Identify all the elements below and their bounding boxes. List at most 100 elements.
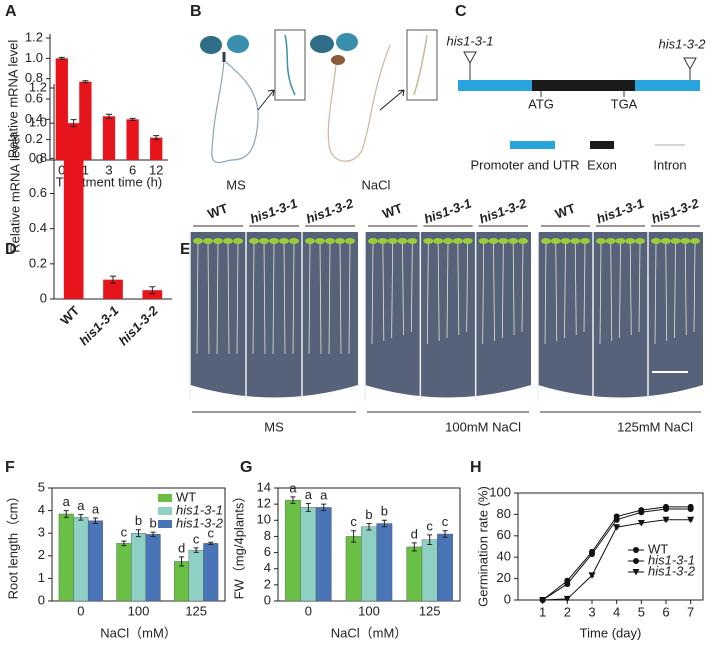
root — [493, 243, 495, 342]
cotyledon — [233, 238, 243, 244]
root — [437, 243, 440, 342]
x-tick-label: 1 — [82, 162, 89, 177]
cotyledon — [478, 238, 489, 244]
error-bar — [366, 523, 372, 531]
error-bar — [193, 547, 199, 553]
y-tick-label: 0.2 — [29, 255, 47, 270]
x-tick-label: his1-3-2 — [116, 302, 162, 348]
seedling-ms — [200, 29, 306, 164]
cotyledon — [570, 238, 581, 244]
bar — [116, 543, 132, 602]
cotyledon — [223, 238, 233, 244]
y-axis-title: Germination rate (%) — [475, 486, 490, 607]
plate-photo — [189, 232, 703, 400]
codon-label: ATG — [528, 96, 554, 111]
allele-label: his1-3-1 — [447, 33, 494, 48]
cotyledon — [443, 238, 453, 244]
cotyledon — [335, 238, 345, 244]
significance-letter: d — [178, 540, 185, 555]
cotyledon — [488, 238, 499, 244]
error-bar — [427, 534, 433, 545]
bar — [130, 533, 147, 602]
marker — [633, 558, 639, 564]
y-tick-label: 0 — [504, 591, 511, 606]
root — [263, 243, 266, 355]
significance-letter: a — [63, 494, 71, 509]
genotype-label: his1-3-2 — [304, 195, 356, 226]
cotyledon — [397, 238, 408, 244]
panel-label: A — [5, 3, 17, 20]
significance-letter: b — [149, 516, 156, 531]
y-tick-label: 80 — [497, 506, 511, 521]
allele-label: his1-3-2 — [659, 36, 707, 51]
error-bar — [290, 496, 296, 504]
legend-label: Intron — [653, 157, 686, 172]
x-tick-label: 6 — [662, 604, 669, 619]
bar — [87, 520, 103, 602]
significance-letter: c — [426, 518, 433, 533]
genotype-label: his1-3-2 — [477, 195, 529, 226]
y-axis-title: Relative mRNA level — [7, 134, 22, 253]
cotyledon — [452, 238, 463, 244]
root — [564, 243, 566, 339]
error-bar — [63, 510, 69, 518]
x-tick-label: 1 — [539, 604, 546, 619]
marker — [588, 572, 596, 579]
genotype-label: his1-3-1 — [248, 196, 299, 227]
cotyledon — [651, 238, 661, 244]
root — [544, 243, 547, 345]
cotyledon — [345, 238, 355, 244]
bar — [188, 549, 204, 602]
marker — [633, 547, 639, 553]
legend-swatch — [158, 520, 172, 528]
root — [574, 243, 577, 336]
legend-label: Exon — [587, 157, 617, 172]
y-tick-label: 5 — [38, 479, 45, 494]
y-tick-label: 14 — [257, 479, 271, 494]
cotyledon — [407, 238, 418, 244]
condition-label: NaCl — [362, 177, 391, 192]
legend-label: WT — [648, 541, 668, 556]
y-tick-label: 20 — [497, 570, 511, 585]
root — [207, 243, 210, 355]
y-tick-label: 2 — [264, 576, 271, 591]
panel-label: E — [180, 241, 191, 258]
y-tick-label: 0.4 — [29, 220, 47, 235]
marker — [539, 597, 547, 604]
bar — [300, 507, 317, 602]
error-bar — [82, 80, 89, 84]
x-tick-label: 0 — [77, 603, 84, 618]
plate — [190, 232, 358, 398]
y-tick-label: 1 — [38, 570, 45, 585]
cotyledon — [670, 238, 681, 244]
root — [272, 243, 275, 355]
y-tick-label: 0 — [36, 151, 43, 166]
root — [693, 243, 696, 333]
bar — [150, 137, 163, 160]
bar — [361, 526, 377, 602]
x-axis-title: NaCl（mM） — [100, 625, 177, 640]
bar — [126, 119, 139, 160]
marker — [663, 506, 669, 513]
y-axis-title: Root length（cm） — [5, 490, 20, 600]
root — [619, 243, 621, 339]
significance-letter: d — [411, 526, 418, 541]
error-bar — [70, 119, 77, 128]
root — [555, 243, 558, 342]
y-axis-title: FW（mg/4plants） — [231, 490, 246, 600]
seedling-nacl — [310, 29, 438, 162]
significance-letter: b — [135, 513, 142, 528]
root — [252, 243, 255, 355]
error-bar — [153, 135, 160, 141]
cotyledon — [387, 238, 398, 244]
bar — [285, 499, 301, 602]
error-bar — [381, 519, 387, 528]
root — [521, 243, 524, 333]
y-tick-label: 60 — [497, 527, 511, 542]
marker — [613, 516, 620, 523]
genotype-label: WT — [553, 200, 577, 221]
y-tick-label: 3 — [38, 525, 45, 540]
cotyledon — [660, 238, 671, 244]
cotyledon — [550, 238, 561, 244]
legend-swatch — [158, 494, 172, 502]
